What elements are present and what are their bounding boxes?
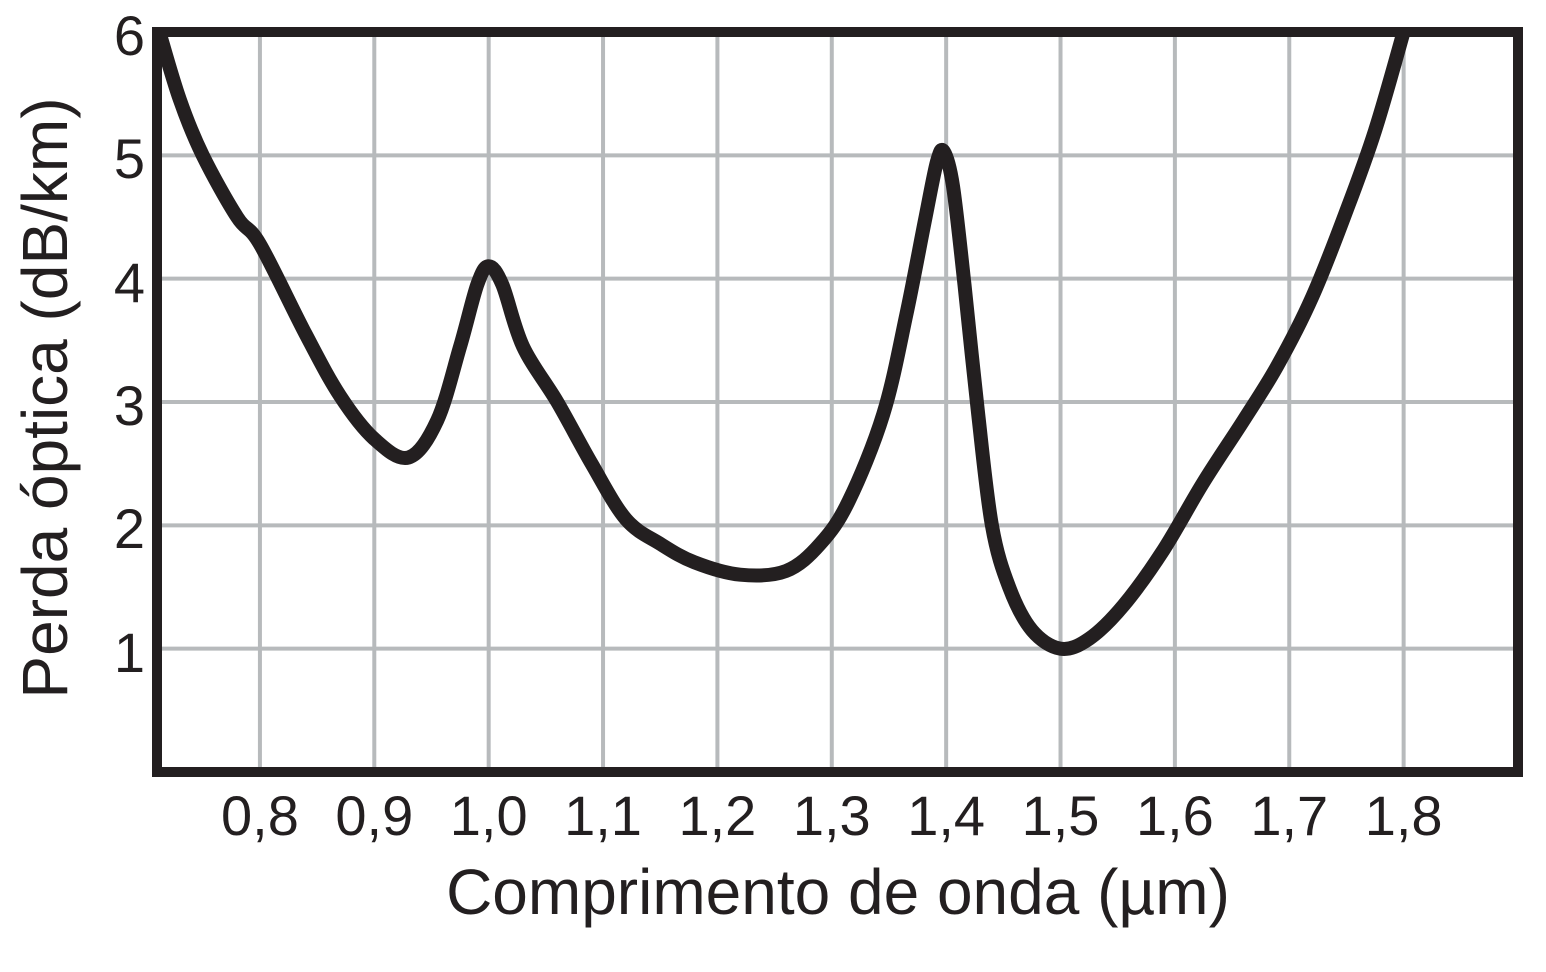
gridlines [157, 32, 1518, 772]
x-tick-label: 1,8 [1364, 784, 1443, 847]
y-tick-label: 1 [113, 620, 145, 684]
y-tick-label: 5 [113, 127, 145, 191]
optical-loss-curve [157, 32, 1411, 656]
x-tick-label: 1,0 [449, 784, 528, 847]
x-tick-label: 1,7 [1250, 784, 1329, 847]
x-tick-label: 1,4 [907, 784, 986, 847]
x-axis-title: Comprimento de onda (µm) [446, 856, 1230, 928]
y-tick-label: 2 [113, 497, 145, 561]
y-tick-label: 4 [113, 250, 145, 314]
y-tick-label: 6 [113, 4, 145, 67]
x-tick-label: 1,6 [1135, 784, 1214, 847]
x-tick-label: 1,2 [678, 784, 757, 847]
x-tick-label: 0,8 [220, 784, 299, 847]
x-tick-label: 1,3 [792, 784, 871, 847]
x-tick-label: 1,5 [1021, 784, 1100, 847]
x-tick-label: 0,9 [335, 784, 414, 847]
y-tick-label: 3 [113, 374, 145, 437]
plot-border [152, 27, 1523, 777]
x-tick-label: 1,1 [564, 784, 642, 847]
